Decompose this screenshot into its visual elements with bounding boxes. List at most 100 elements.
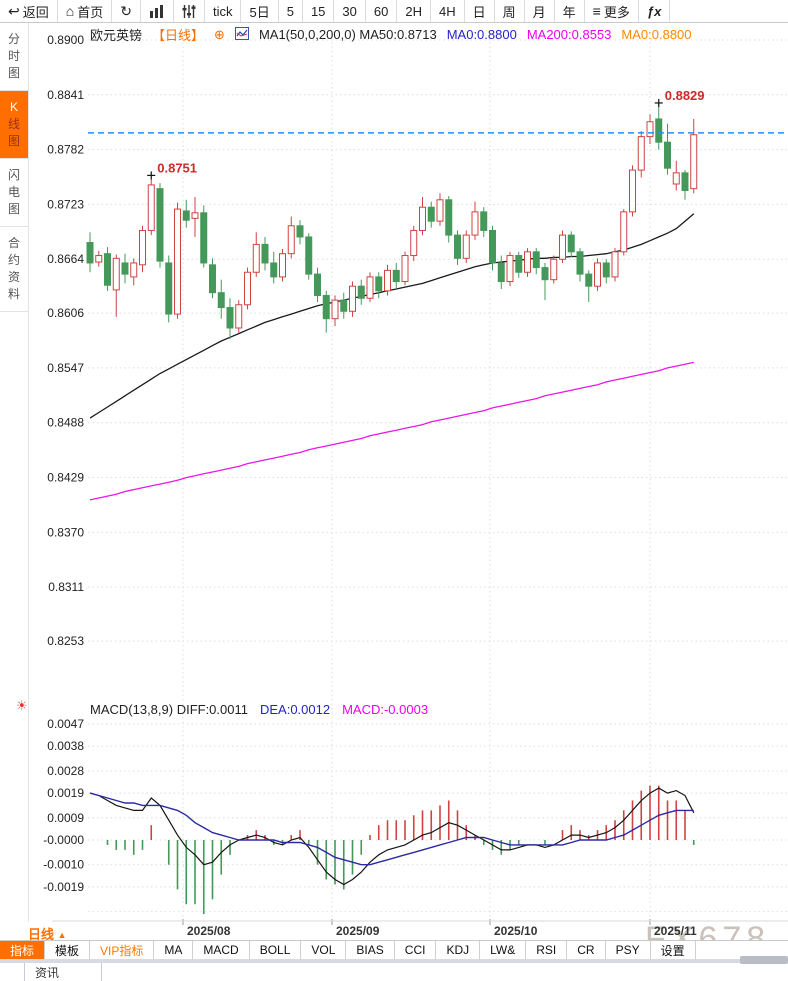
sun-icon[interactable]: ☀ — [16, 698, 28, 713]
tab-macd[interactable]: MACD — [193, 941, 250, 959]
price-axis-label: 0.8900 — [47, 33, 84, 47]
ma0-blue-label: MA0:0.8800 — [446, 27, 517, 42]
top-toolbar: ↩ 返回 ⌂ 首页 ↻ tick 5日 5 15 30 60 2H 4H 日周月年 ≡ 更多 ƒx — [0, 0, 788, 23]
indicator-settings-button[interactable] — [174, 0, 205, 22]
chart-type-button[interactable] — [141, 0, 174, 22]
candle — [454, 234, 461, 259]
month-axis-label: 2025/09 — [336, 924, 380, 938]
tab-template[interactable]: 模板 — [45, 941, 91, 959]
refresh-button[interactable]: ↻ — [112, 0, 141, 22]
candle — [182, 210, 190, 221]
tab-kdj[interactable]: KDJ — [436, 941, 481, 959]
candle — [147, 184, 155, 231]
month-axis-label: 2025/10 — [494, 924, 538, 938]
candle — [235, 304, 243, 329]
interval-60m-button[interactable]: 60 — [366, 0, 398, 22]
interval-5m-button[interactable]: 5 — [279, 0, 303, 22]
price-axis-label: 0.8782 — [47, 143, 84, 157]
candle — [252, 243, 260, 273]
home-button[interactable]: ⌂ 首页 — [58, 0, 113, 22]
candle — [672, 172, 680, 185]
candle — [611, 251, 619, 278]
tab-psy[interactable]: PSY — [606, 941, 651, 959]
candle — [156, 188, 164, 262]
tab-time-chart[interactable]: 分时图 — [0, 23, 28, 91]
menu-icon: ≡ — [592, 3, 601, 19]
price-axis-label: 0.8723 — [47, 197, 84, 211]
interval-4h-button[interactable]: 4H — [431, 0, 465, 22]
tab-contract-info[interactable]: 合约资料 — [0, 227, 28, 312]
macd-histogram — [106, 785, 695, 915]
macd-dea-line — [89, 792, 694, 866]
candle — [340, 299, 348, 312]
candle — [646, 121, 654, 138]
candle — [165, 262, 173, 315]
price-axis-label: 0.8488 — [47, 416, 84, 430]
interval-month-button[interactable]: 月 — [525, 0, 555, 22]
tab-news[interactable]: 资讯 — [24, 963, 102, 981]
candle — [471, 211, 479, 236]
home-icon: ⌂ — [65, 3, 75, 19]
timeframe-selector[interactable]: 日线 ▲ — [28, 924, 67, 943]
interval-week-button[interactable]: 周 — [495, 0, 525, 22]
high-annotations: 0.8751 0.8829 — [147, 88, 705, 180]
interval-tick-button[interactable]: tick — [205, 0, 242, 22]
interval-15m-button[interactable]: 15 — [303, 0, 335, 22]
candle — [445, 199, 453, 236]
fx-button[interactable]: ƒx — [639, 0, 671, 22]
interval-5day-button[interactable]: 5日 — [241, 0, 279, 22]
sliders-icon — [182, 4, 196, 18]
tab-cci[interactable]: CCI — [395, 941, 437, 959]
candle — [497, 262, 505, 283]
candle — [331, 299, 339, 320]
ma50-line — [89, 213, 695, 419]
tab-rsi[interactable]: RSI — [526, 941, 568, 959]
candle — [357, 285, 365, 299]
interval-2h-button[interactable]: 2H — [397, 0, 431, 22]
macd-axis-label: 0.0028 — [47, 764, 84, 778]
timeframe-tag: 【日线】 — [152, 28, 205, 43]
macd-axis-label: 0.0019 — [47, 786, 84, 800]
tab-boll[interactable]: BOLL — [250, 941, 302, 959]
timeframe-selector-label: 日线 — [28, 927, 55, 942]
candle — [524, 251, 531, 273]
interval-day-button[interactable]: 日 — [465, 0, 495, 22]
candle — [86, 242, 94, 264]
add-overlay-icon[interactable]: ⊕ — [214, 26, 225, 42]
interval-30m-button[interactable]: 30 — [334, 0, 366, 22]
tab-vol[interactable]: VOL — [301, 941, 347, 959]
candle — [139, 229, 146, 266]
candle — [287, 225, 295, 255]
tab-indicator[interactable]: 指标 — [0, 941, 46, 959]
news-tab-row: 资讯 — [0, 963, 788, 981]
more-button[interactable]: ≡ 更多 — [585, 0, 639, 22]
tab-lw[interactable]: LW& — [480, 941, 527, 959]
horizontal-scrollbar-thumb[interactable] — [740, 956, 788, 964]
candle — [191, 212, 199, 219]
triangle-up-icon: ▲ — [57, 930, 67, 940]
tab-bias[interactable]: BIAS — [346, 941, 395, 959]
candle — [112, 257, 120, 291]
candle — [681, 172, 689, 191]
candle — [506, 255, 514, 283]
tab-cr[interactable]: CR — [567, 941, 606, 959]
candle — [664, 141, 671, 169]
tab-vip-indicator[interactable]: VIP指标 — [90, 941, 155, 959]
tab-lightning-chart[interactable]: 闪电图 — [0, 159, 28, 227]
tab-settings[interactable]: 设置 — [651, 941, 696, 959]
macd-header: MACD(13,8,9) DIFF:0.0011 DEA:0.0012 MACD… — [90, 702, 428, 717]
candle — [174, 208, 181, 315]
candle — [366, 276, 374, 299]
high-annotation-label: 0.8751 — [157, 160, 197, 175]
back-button[interactable]: ↩ 返回 — [0, 0, 58, 22]
candle — [95, 255, 103, 263]
chart-header: 欧元英镑 【日线】 ⊕ MA1(50,0,200,0) MA50:0.8713 … — [90, 25, 692, 44]
tab-ma[interactable]: MA — [154, 941, 194, 959]
month-axis-label: 2025/08 — [187, 924, 231, 938]
interval-year-button[interactable]: 年 — [555, 0, 585, 22]
candle — [480, 211, 488, 231]
candle — [550, 258, 558, 281]
